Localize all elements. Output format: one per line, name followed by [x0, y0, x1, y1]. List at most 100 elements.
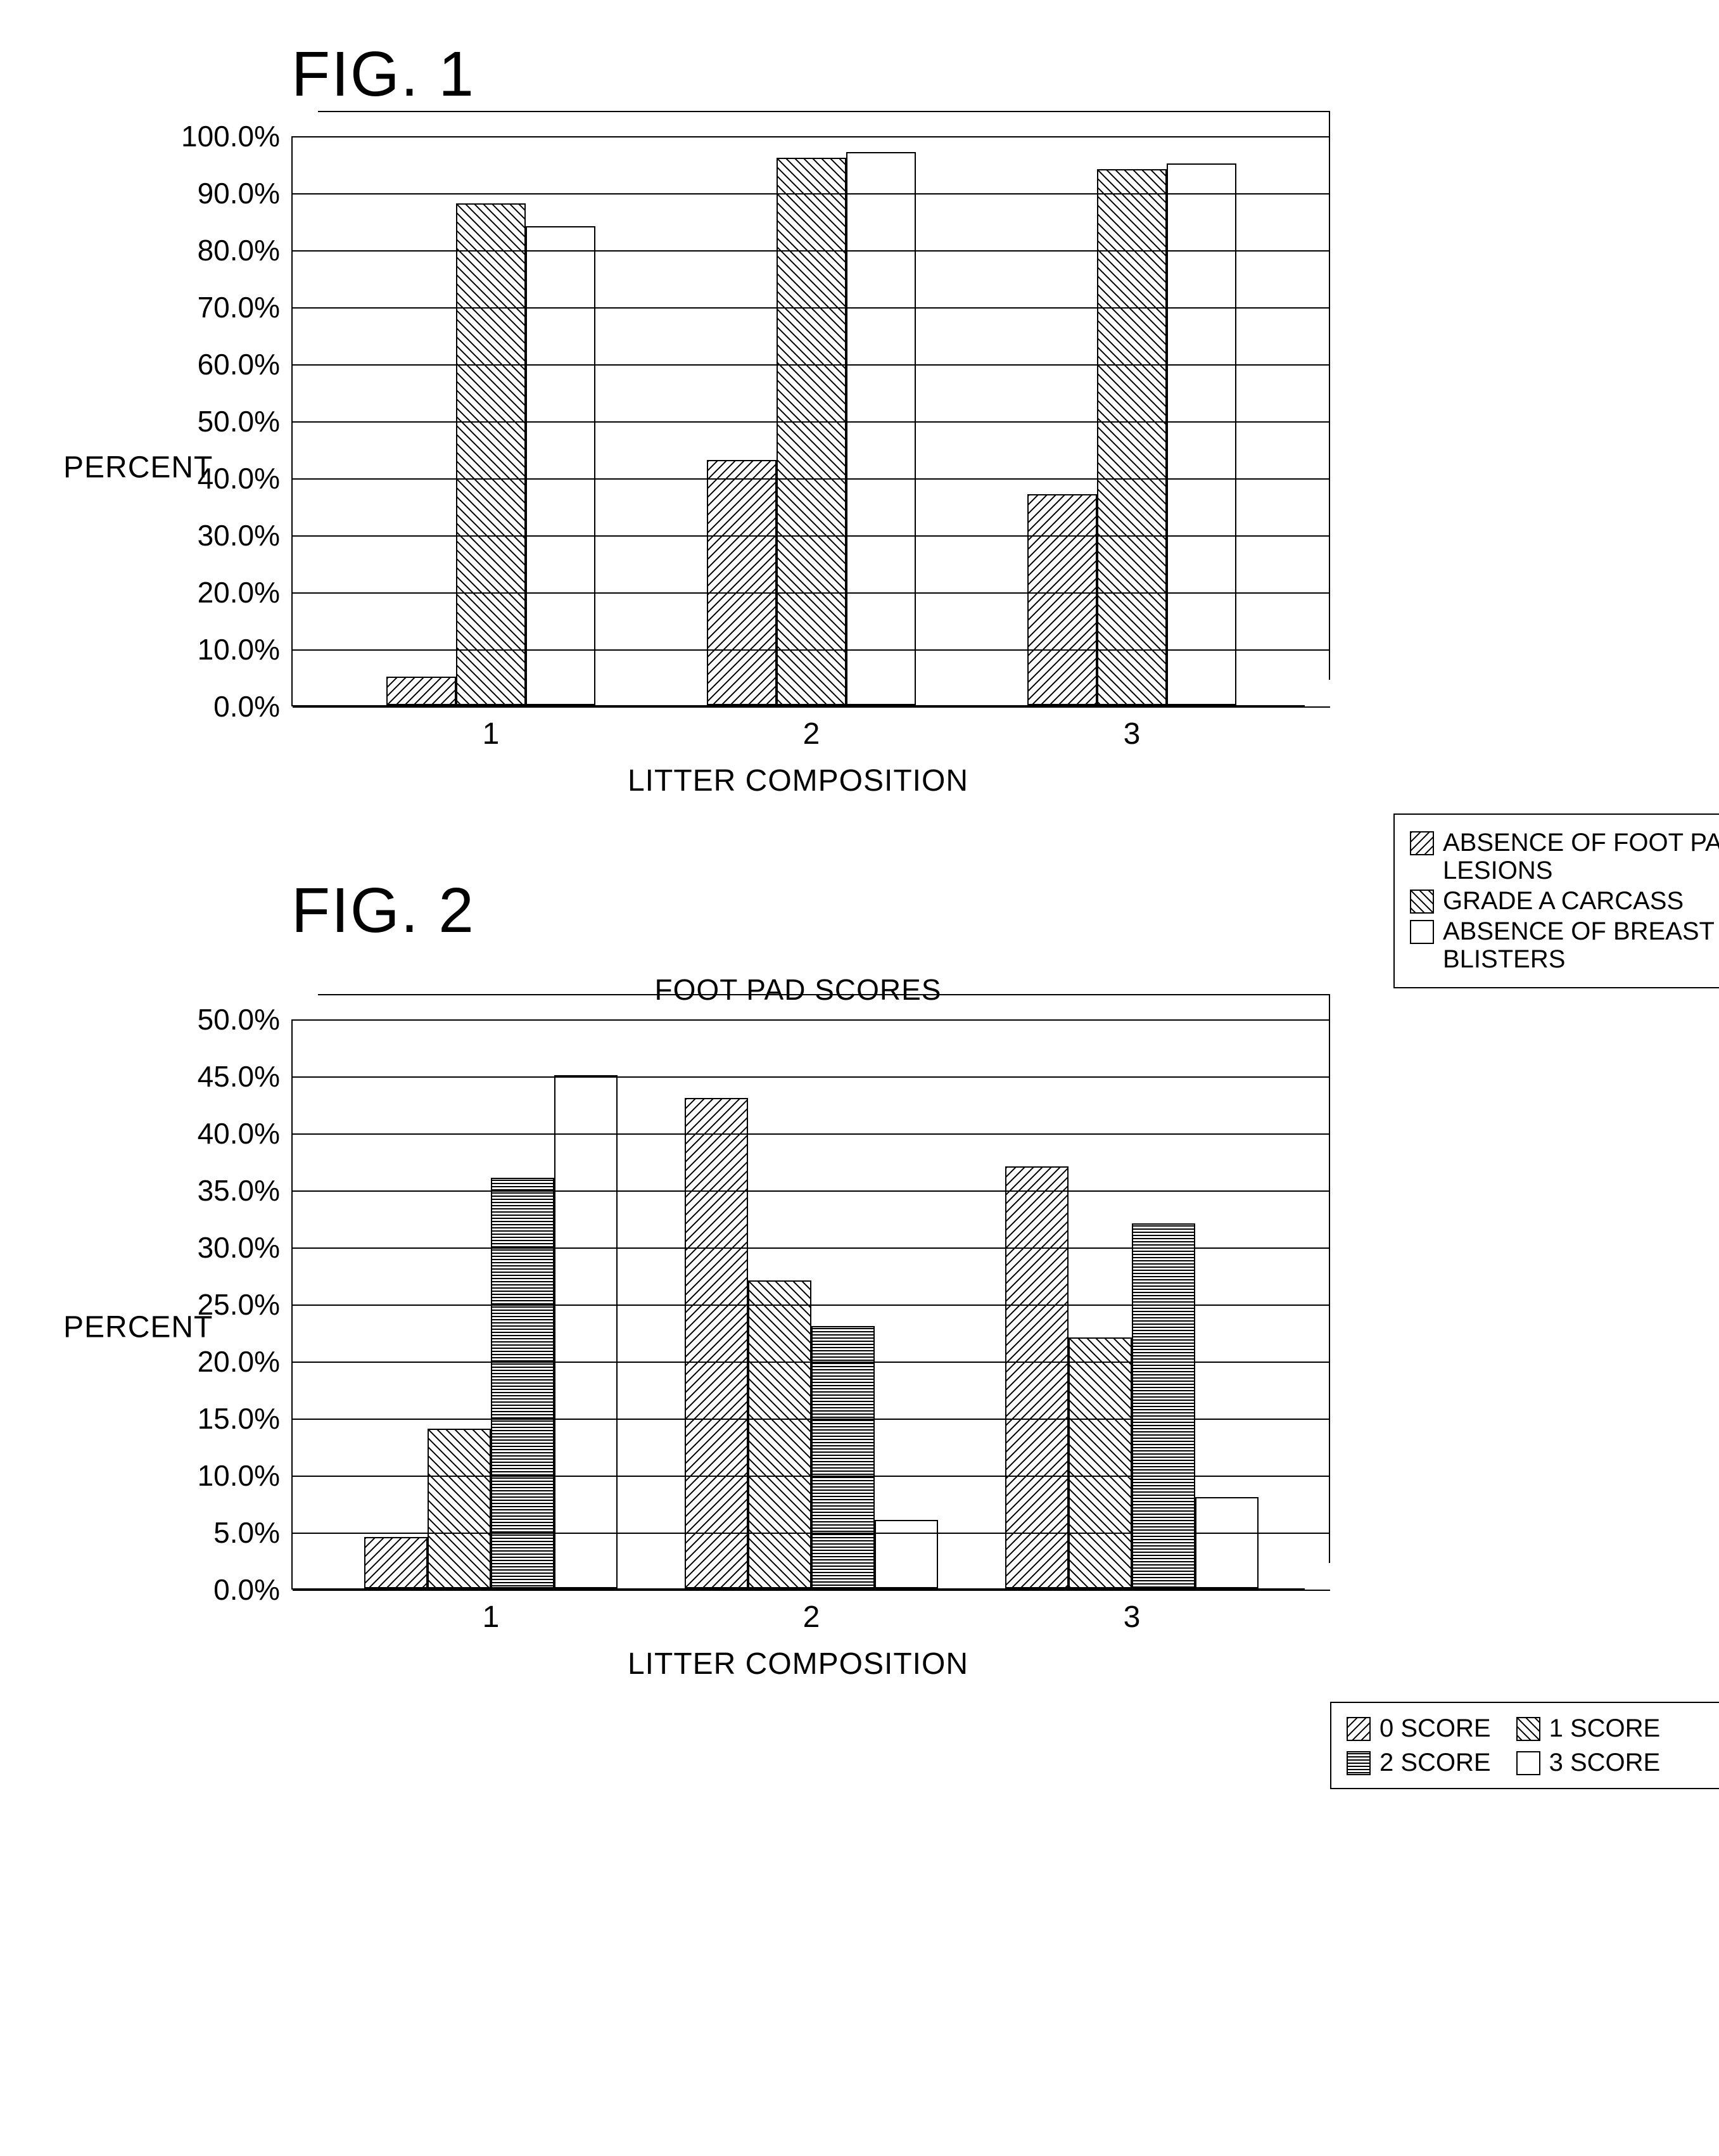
figure-1-bars: 123 [331, 136, 1292, 705]
bar [1005, 1166, 1069, 1588]
bar-group: 2 [707, 152, 916, 705]
xtick: 2 [803, 705, 820, 751]
figure-1-plot: 123 0.0%10.0%20.0%30.0%40.0%50.0%60.0%70… [291, 136, 1305, 706]
legend-swatch [1516, 1717, 1540, 1741]
bar-group: 3 [1005, 1166, 1259, 1588]
legend-item: 0 SCORE [1347, 1714, 1491, 1742]
gridline [293, 193, 1330, 195]
ytick: 50.0% [198, 1002, 293, 1037]
bar [491, 1178, 554, 1588]
figure-2-bars: 123 [331, 1019, 1292, 1588]
legend-swatch [1410, 831, 1434, 855]
bar [554, 1075, 618, 1588]
gridline [293, 136, 1330, 137]
bar [526, 226, 595, 705]
bar [777, 158, 846, 705]
bar [811, 1326, 875, 1588]
xtick: 3 [1124, 1588, 1141, 1635]
legend-label: 3 SCORE [1549, 1749, 1661, 1776]
gridline [293, 649, 1330, 651]
ytick: 90.0% [198, 176, 293, 210]
ytick: 5.0% [213, 1515, 293, 1550]
figure-1-xlabel: LITTER COMPOSITION [291, 763, 1305, 798]
gridline [293, 1076, 1330, 1078]
legend-label: 1 SCORE [1549, 1714, 1661, 1742]
figure-2-label: FIG. 2 [291, 874, 1694, 947]
bar [685, 1098, 748, 1588]
bar [875, 1520, 938, 1588]
xtick: 1 [483, 1588, 500, 1635]
xtick: 2 [803, 1588, 820, 1635]
figure-2-chart: FOOT PAD SCORES PERCENT 123 0.0%5.0%10.0… [291, 973, 1305, 1681]
legend-item: 3 SCORE [1516, 1749, 1661, 1776]
ytick: 30.0% [198, 1230, 293, 1265]
gridline [293, 1590, 1330, 1591]
legend-swatch [1516, 1751, 1540, 1775]
gridline [293, 1247, 1330, 1249]
figure-2-legend: 0 SCORE 1 SCORE 2 SCORE 3 SCORE [1330, 1702, 1719, 1789]
figure-1-label: FIG. 1 [291, 38, 1694, 111]
bar [386, 677, 456, 705]
bar-group: 2 [685, 1098, 938, 1588]
gridline [293, 478, 1330, 480]
gridline [293, 1419, 1330, 1420]
legend-swatch [1347, 1751, 1371, 1775]
figure-2-xlabel: LITTER COMPOSITION [291, 1647, 1305, 1681]
ytick: 60.0% [198, 347, 293, 381]
ytick: 10.0% [198, 632, 293, 667]
gridline [293, 592, 1330, 594]
gridline [293, 1533, 1330, 1534]
bar [428, 1429, 491, 1588]
ytick: 35.0% [198, 1173, 293, 1208]
gridline [293, 1019, 1330, 1021]
bar-group: 3 [1027, 163, 1236, 705]
ytick: 30.0% [198, 518, 293, 552]
bar-group: 1 [364, 1075, 618, 1588]
bar [456, 203, 526, 705]
legend-item: 2 SCORE [1347, 1749, 1491, 1776]
bar [1167, 163, 1236, 705]
gridline [293, 1476, 1330, 1477]
bar [748, 1280, 811, 1588]
bar [846, 152, 916, 705]
ytick: 80.0% [198, 233, 293, 267]
bar [1069, 1337, 1132, 1588]
ytick: 15.0% [198, 1401, 293, 1436]
xtick: 1 [483, 705, 500, 751]
figure-2: FIG. 2 FOOT PAD SCORES PERCENT 123 0.0%5… [25, 874, 1694, 1681]
ytick: 45.0% [198, 1059, 293, 1094]
ytick: 50.0% [198, 404, 293, 438]
bar [1027, 494, 1097, 705]
bar-group: 1 [386, 203, 595, 705]
figure-2-plot: 123 0.0%5.0%10.0%15.0%20.0%25.0%30.0%35.… [291, 1019, 1305, 1590]
ytick: 20.0% [198, 575, 293, 609]
ytick: 100.0% [181, 119, 293, 153]
figure-2-ylabel: PERCENT [63, 1310, 213, 1344]
figure-1-ylabel: PERCENT [63, 450, 213, 485]
ytick: 0.0% [213, 1572, 293, 1607]
gridline [293, 364, 1330, 366]
bar [1195, 1497, 1259, 1588]
gridline [293, 1190, 1330, 1192]
figure-1: FIG. 1 PERCENT 123 0.0%10.0%20.0%30.0%40… [25, 38, 1694, 798]
ytick: 40.0% [198, 461, 293, 495]
gridline [293, 535, 1330, 537]
ytick: 70.0% [198, 290, 293, 324]
gridline [293, 421, 1330, 423]
legend-label: 0 SCORE [1380, 1714, 1491, 1742]
ytick: 25.0% [198, 1287, 293, 1322]
bar [707, 460, 777, 705]
bar [364, 1537, 428, 1588]
legend-label: 2 SCORE [1380, 1749, 1491, 1776]
gridline [293, 250, 1330, 252]
xtick: 3 [1124, 705, 1141, 751]
gridline [293, 1133, 1330, 1135]
bar [1097, 169, 1167, 705]
ytick: 40.0% [198, 1116, 293, 1151]
legend-swatch [1347, 1717, 1371, 1741]
figure-1-chart: PERCENT 123 0.0%10.0%20.0%30.0%40.0%50.0… [291, 136, 1305, 798]
ytick: 10.0% [198, 1458, 293, 1493]
gridline [293, 706, 1330, 708]
ytick: 0.0% [213, 689, 293, 724]
gridline [293, 1304, 1330, 1306]
